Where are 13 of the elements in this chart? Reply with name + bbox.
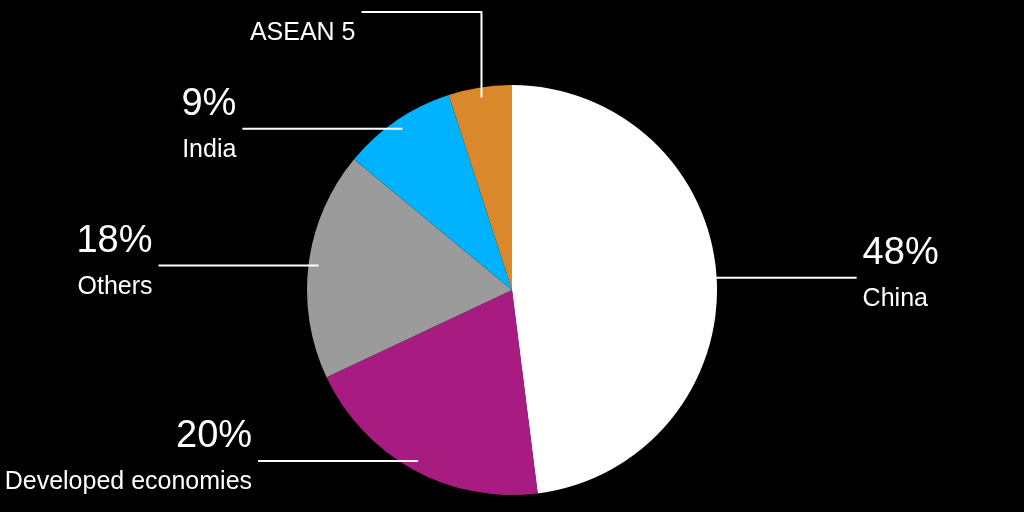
slice-label: India xyxy=(182,133,237,162)
pie-slice xyxy=(326,290,538,495)
data-label: 18% xyxy=(76,217,153,260)
data-label: 48% xyxy=(862,229,939,272)
data-label: 9% xyxy=(181,80,237,123)
data-label: 20% xyxy=(176,412,253,455)
slice-label: Others xyxy=(77,270,153,299)
slice-label: China xyxy=(862,282,929,311)
slice-label: Developed economies xyxy=(4,465,253,494)
pie-slice xyxy=(307,159,512,378)
slice-label: ASEAN 5 xyxy=(249,17,356,45)
pie-slice xyxy=(354,95,512,290)
pie-slice xyxy=(448,85,512,290)
